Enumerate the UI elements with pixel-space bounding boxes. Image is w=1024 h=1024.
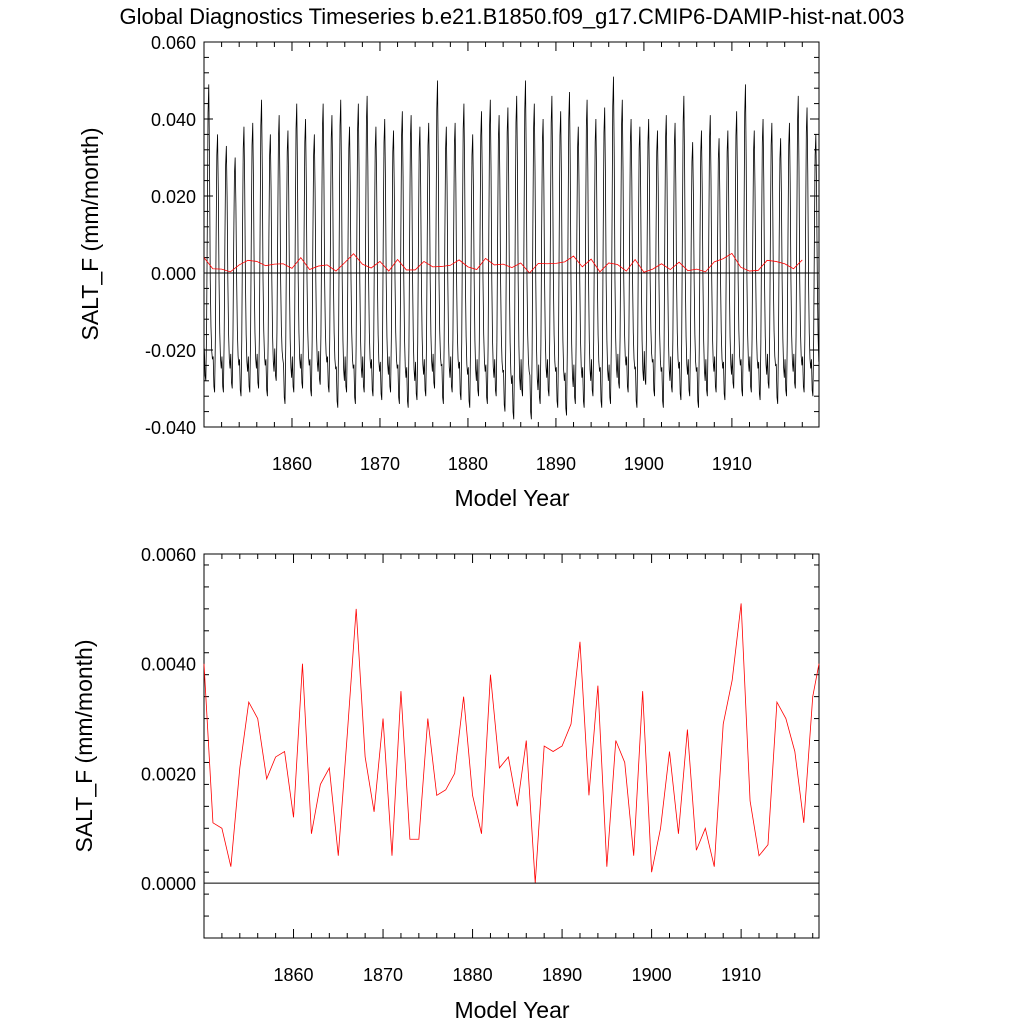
panel-top-y-tick-label: -0.020 [145,341,196,361]
panel-top-y-tick-label: -0.040 [145,418,196,438]
panel-top-x-tick-label: 1900 [624,454,664,474]
panel-bottom-frame [203,553,820,939]
panel-top-x-tick-label: 1910 [712,454,752,474]
panel-bottom-annual-series-line [203,603,820,884]
panel-top-y-label: SALT_F (mm/month) [77,128,103,341]
panel-bottom-y-tick-label: 0.0020 [141,764,196,784]
panel-top-x-tick-label: 1870 [360,454,400,474]
panel-bottom-y-label: SALT_F (mm/month) [71,640,97,853]
panel-bottom-x-tick-label: 1870 [363,965,403,985]
panel-bottom-y-tick-label: 0.0000 [141,874,196,894]
panel-top-x-tick-label: 1880 [448,454,488,474]
panel-top-x-label: Model Year [454,485,569,511]
panel-top-y-tick-label: 0.060 [151,33,196,53]
panel-bottom-x-tick-label: 1860 [273,965,313,985]
panel-top-y-tick-label: 0.020 [151,187,196,207]
panel-top-monthly-series-line [203,76,820,420]
panel-top-frame [203,41,820,428]
panel-bottom-y-tick-label: 0.0040 [141,655,196,675]
panel-bottom-x-label: Model Year [454,997,569,1023]
panel-top-x-tick-label: 1860 [272,454,312,474]
panel-bottom-x-tick-label: 1910 [721,965,761,985]
panel-bottom-x-tick-label: 1890 [542,965,582,985]
panel-top-annual-series-line [203,252,803,274]
panel-top-y-tick-label: 0.040 [151,110,196,130]
panel-bottom-x-tick-label: 1900 [632,965,672,985]
panel-bottom-x-tick-label: 1880 [453,965,493,985]
panel-top-y-tick-label: 0.000 [151,264,196,284]
panel-bottom-y-tick-label: 0.0060 [141,545,196,565]
panel-bottom: Model Year SALT_F (mm/month) 0.0000 0.002… [71,545,820,1023]
panel-top-x-tick-label: 1890 [536,454,576,474]
figure-title: Global Diagnostics Timeseries b.e21.B185… [119,4,904,29]
panel-top: Model Year SALT_F (mm/month) -0.040 -0.02… [77,33,820,511]
